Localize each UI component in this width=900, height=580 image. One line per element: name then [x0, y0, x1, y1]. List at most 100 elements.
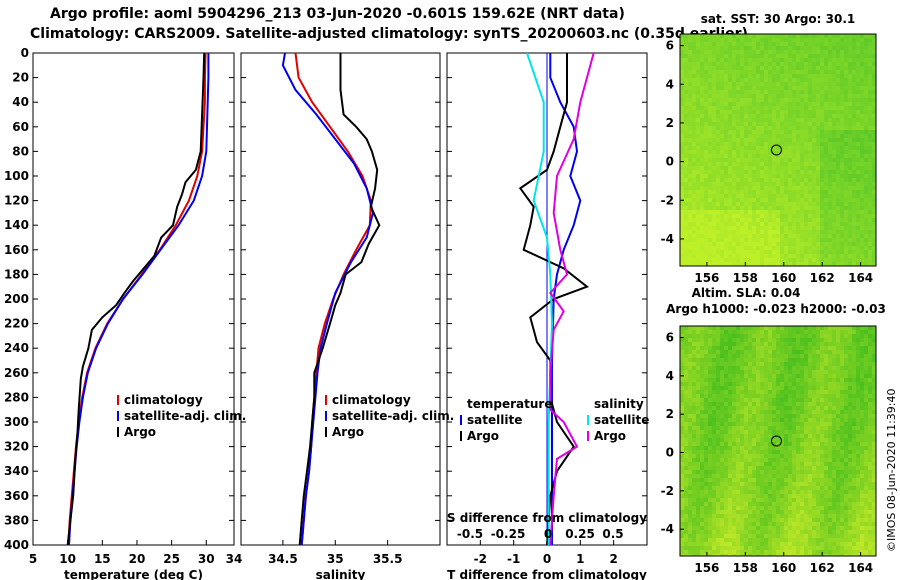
map-sla: 156 158 160 162 164 6 4 2 0 -2 -4 Altim. SLA: 0.04 A… [661, 286, 886, 575]
y-tick-label: 140 [4, 218, 29, 232]
map-y-tick-label: -4 [661, 522, 674, 536]
legend-label: satellite [467, 413, 522, 427]
series-line-t-argo [518, 53, 590, 545]
y-tick-label: 360 [4, 489, 29, 503]
y-tick-label: 280 [4, 390, 29, 404]
x-tick-label: 25 [163, 552, 180, 566]
legend-label: satellite-adj. clim. [332, 409, 454, 423]
x-tick-label-top: -0.25 [491, 527, 526, 541]
map-y-tick-label: -2 [661, 193, 674, 207]
y-tick-label: 100 [4, 169, 29, 183]
y-tick-label: 120 [4, 194, 29, 208]
x-tick-label-top: 0.25 [565, 527, 595, 541]
map-x-tick-label: 158 [733, 561, 758, 575]
panel-salinity: 34.5 35 35.5 salinity climatology satellite-a… [240, 52, 454, 580]
chart-title-line1: Argo profile: aoml 5904296_213 03-Jun-20… [50, 6, 625, 22]
x-tick-label: -1 [507, 552, 520, 566]
x-axis-label: salinity [316, 568, 366, 580]
legend-label: Argo [124, 425, 156, 439]
map-subtitle-sla: Argo h1000: -0.023 h2000: -0.03 [666, 302, 886, 316]
imos-stamp: ©IMOS 08-Jun-2020 11:39:40 [885, 388, 898, 552]
legend-title-temperature: temperature [467, 397, 552, 411]
series-line-s-argo [549, 53, 595, 545]
map-y-tick-label: 6 [666, 39, 674, 53]
series-line-argo [66, 53, 206, 545]
y-tick-label: 200 [4, 292, 29, 306]
legend-label: climatology [332, 393, 411, 407]
y-tick-label: 220 [4, 317, 29, 331]
y-tick-label: 320 [4, 440, 29, 454]
argo-location-marker [770, 435, 782, 447]
y-tick-label: 240 [4, 341, 29, 355]
x-tick-label: 5 [29, 552, 37, 566]
y-tick-label: 180 [4, 267, 29, 281]
map-y-tick-label: 0 [666, 446, 674, 460]
series-group [518, 53, 595, 545]
map-y-tick-label: 0 [666, 155, 674, 169]
map-x-tick-label: 164 [848, 561, 873, 575]
x-axis-label: T difference from climatology [447, 568, 647, 580]
map-y-tick-label: -2 [661, 484, 674, 498]
map-x-tick-label: 162 [810, 561, 835, 575]
x-tick-label-top: 0.5 [602, 527, 623, 541]
y-tick-label: 160 [4, 243, 29, 257]
legend-label: Argo [332, 425, 364, 439]
map-x-tick-label: 160 [771, 271, 796, 285]
map-y-tick-label: 4 [666, 77, 674, 91]
map-y-tick-label: 2 [666, 407, 674, 421]
x-tick-label: 30 [198, 552, 215, 566]
legend-label: Argo [467, 429, 499, 443]
y-tick-label: 0 [21, 46, 29, 60]
panel-difference: -2 -1 0 1 2 T difference from climatology temp… [446, 52, 649, 580]
x-tick-label: 0 [543, 552, 551, 566]
map-raster [680, 34, 876, 266]
x-tick-label-top: 0 [544, 527, 552, 541]
y-tick-label: 60 [12, 120, 29, 134]
map-frame [679, 33, 877, 267]
map-y-tick-label: 2 [666, 116, 674, 130]
legend-label: satellite-adj. clim. [124, 409, 246, 423]
map-x-tick-label: 156 [694, 561, 719, 575]
x-tick-label: 35 [327, 552, 344, 566]
series-line-satellite-adj-clim- [281, 53, 375, 545]
legend-label: satellite [594, 413, 649, 427]
map-frame [679, 325, 877, 557]
series-group [66, 53, 210, 545]
map-y-tick-label: 4 [666, 369, 674, 383]
map-y-tick-label: -4 [661, 232, 674, 246]
x-tick-label: 35.5 [373, 552, 403, 566]
series-group [281, 53, 381, 545]
y-tick-label: 80 [12, 144, 29, 158]
x-tick-label: 1 [576, 552, 584, 566]
map-x-tick-label: 164 [848, 271, 873, 285]
map-x-tick-label: 156 [694, 271, 719, 285]
y-tick-label: 340 [4, 464, 29, 478]
map-x-tick-label: 158 [733, 271, 758, 285]
map-x-tick-label: 162 [810, 271, 835, 285]
series-line-argo [298, 53, 381, 545]
argo-location-marker [770, 144, 782, 156]
legend-title-salinity: salinity [594, 397, 644, 411]
map-title-sst: sat. SST: 30 Argo: 30.1 [701, 12, 855, 26]
x-tick-label: 15 [94, 552, 111, 566]
panel-temperature: 0 20 40 60 80 100 120 140 160 180 200 220 240 260 280 3… [4, 46, 246, 580]
y-tick-label: 380 [4, 513, 29, 527]
series-line-climatology [67, 53, 207, 545]
x-axis-label: temperature (deg C) [64, 568, 203, 580]
map-x-tick-label: 160 [771, 561, 796, 575]
chart-title-line2: Climatology: CARS2009. Satellite-adjuste… [30, 26, 748, 42]
y-tick-label: 40 [12, 95, 29, 109]
x-tick-label: 34 [226, 552, 243, 566]
x-tick-label: 20 [129, 552, 146, 566]
x-tick-label: 34.5 [268, 552, 298, 566]
map-sst: 156 158 160 162 164 6 4 2 0 -2 -4 sat. SST: 30 Argo… [661, 12, 877, 285]
legend-label: climatology [124, 393, 203, 407]
y-tick-label: 400 [4, 538, 29, 552]
x-tick-label-top: -0.5 [457, 527, 483, 541]
map-y-tick-label: 6 [666, 331, 674, 345]
map-title-sla: Altim. SLA: 0.04 [692, 286, 801, 300]
map-raster [680, 326, 876, 556]
series-line-satellite-adj-clim- [68, 53, 210, 545]
legend-label: Argo [594, 429, 626, 443]
